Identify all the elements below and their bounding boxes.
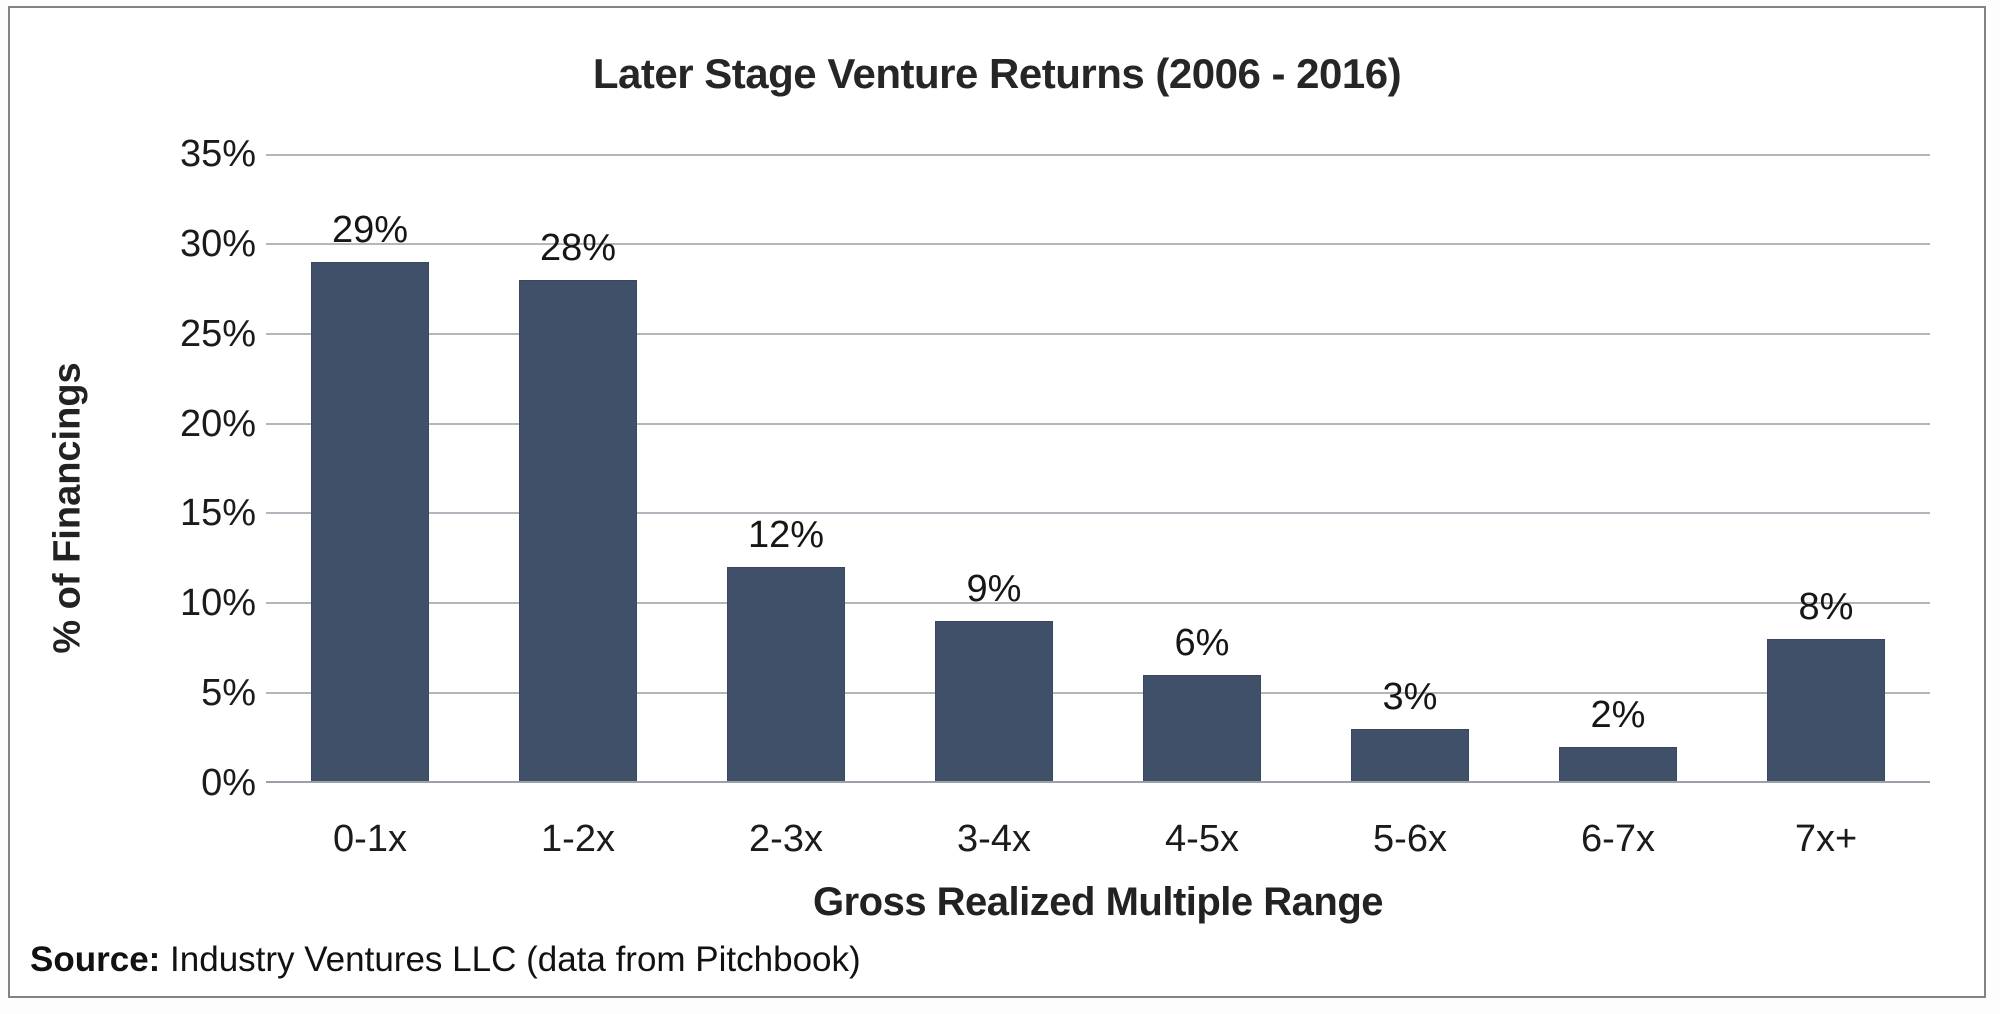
y-tick-label: 0% bbox=[201, 762, 256, 804]
chart-frame: Later Stage Venture Returns (2006 - 2016… bbox=[8, 6, 1986, 998]
bar-4-5x bbox=[1143, 675, 1261, 783]
gridline bbox=[266, 423, 1930, 425]
chart-title: Later Stage Venture Returns (2006 - 2016… bbox=[592, 50, 1402, 97]
y-tick-label: 25% bbox=[179, 313, 256, 355]
gridline bbox=[266, 154, 1930, 156]
gridline bbox=[266, 692, 1930, 694]
source-label: Source: bbox=[30, 940, 161, 979]
bar-value-label: 9% bbox=[966, 568, 1022, 610]
y-tick-label: 5% bbox=[201, 672, 256, 714]
bar-3-4x bbox=[935, 621, 1053, 783]
x-tick-label: 5-6x bbox=[1373, 818, 1447, 860]
bar-1-2x bbox=[519, 280, 637, 783]
bar-5-6x bbox=[1351, 729, 1469, 783]
plot-area: 29% 28% 12% 9% 6% 3% 2% 8% bbox=[266, 154, 1930, 783]
x-tick-label: 4-5x bbox=[1165, 818, 1239, 860]
gridline bbox=[266, 243, 1930, 245]
bar-value-label: 28% bbox=[539, 227, 617, 269]
x-tick-label: 3-4x bbox=[957, 818, 1031, 860]
bar-value-label: 3% bbox=[1382, 676, 1438, 718]
y-tick-label: 10% bbox=[179, 582, 256, 624]
bar-6-7x bbox=[1559, 747, 1677, 783]
bar-value-label: 6% bbox=[1174, 622, 1230, 664]
y-tick-label: 35% bbox=[179, 133, 256, 175]
source-text: Industry Ventures LLC (data from Pitchbo… bbox=[160, 940, 861, 979]
bar-value-label: 29% bbox=[331, 209, 409, 251]
bar-value-label: 2% bbox=[1590, 694, 1646, 736]
bar-value-label: 12% bbox=[747, 514, 825, 556]
bar-value-label: 8% bbox=[1798, 586, 1854, 628]
y-tick-label: 15% bbox=[179, 492, 256, 534]
x-tick-label: 0-1x bbox=[333, 818, 407, 860]
gridline bbox=[266, 512, 1930, 514]
y-tick-label: 20% bbox=[179, 403, 256, 445]
bar-2-3x bbox=[727, 567, 845, 783]
x-axis-title: Gross Realized Multiple Range bbox=[812, 880, 1384, 924]
bar-7x+ bbox=[1767, 639, 1885, 783]
x-tick-label: 7x+ bbox=[1794, 818, 1858, 860]
y-axis-title: % of Financings bbox=[46, 362, 89, 654]
y-tick-label: 30% bbox=[179, 223, 256, 265]
source-note: Source: Industry Ventures LLC (data from… bbox=[30, 940, 861, 980]
gridline bbox=[266, 602, 1930, 604]
x-axis-baseline bbox=[266, 781, 1930, 783]
bar-0-1x bbox=[311, 262, 429, 783]
x-tick-label: 6-7x bbox=[1581, 818, 1655, 860]
gridline bbox=[266, 333, 1930, 335]
x-tick-label: 2-3x bbox=[749, 818, 823, 860]
x-tick-label: 1-2x bbox=[541, 818, 615, 860]
